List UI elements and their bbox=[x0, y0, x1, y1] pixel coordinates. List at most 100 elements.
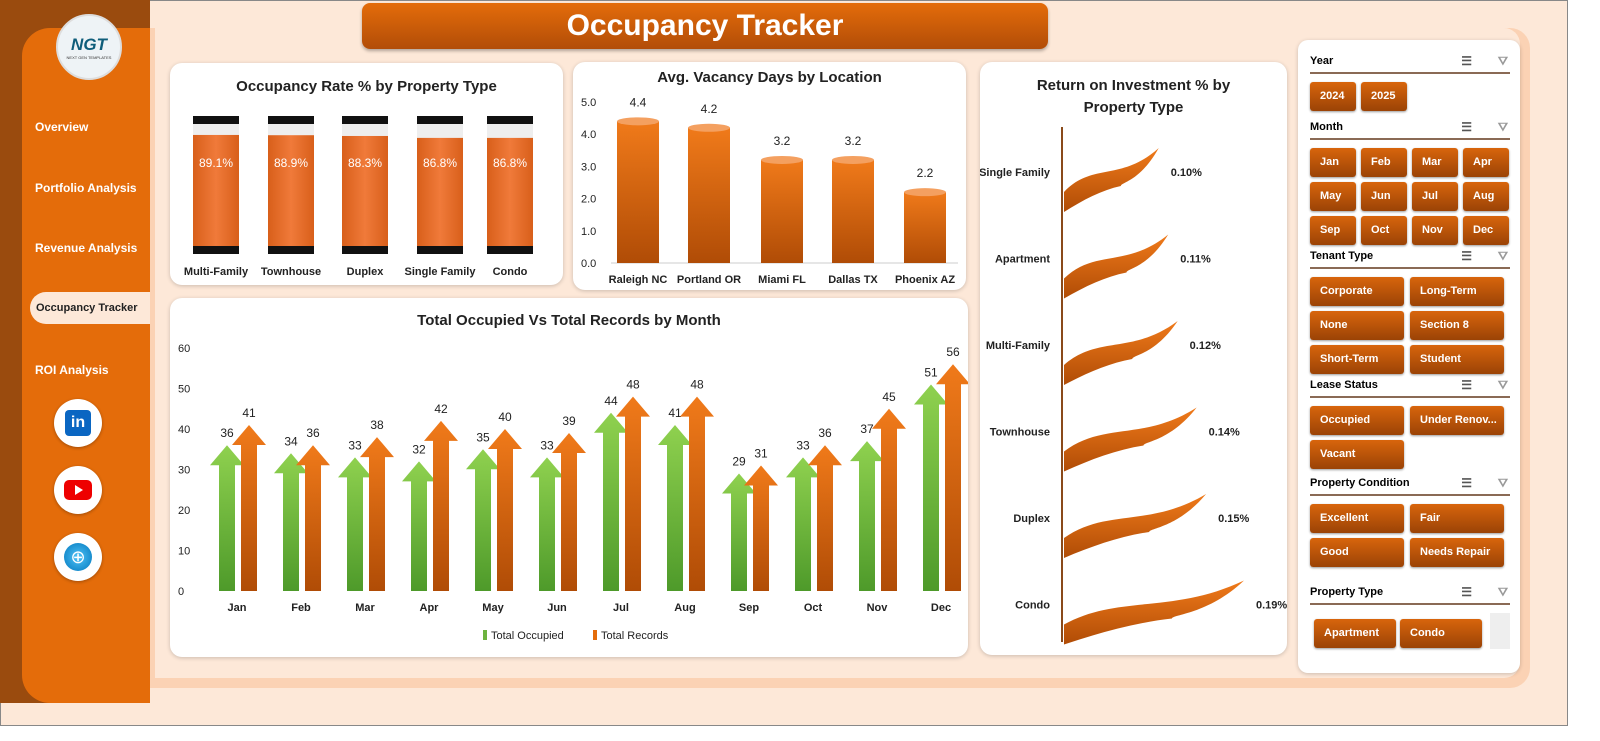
sidebar bbox=[22, 28, 150, 703]
slicer-item-long-term[interactable]: Long-Term bbox=[1410, 277, 1504, 306]
slicer-title: Tenant Type bbox=[1310, 250, 1374, 262]
slicer-scrollbar[interactable] bbox=[1490, 613, 1510, 649]
roi-flag bbox=[1064, 148, 1159, 212]
y-tick: 50 bbox=[178, 384, 190, 396]
logo-subtitle: NEXT GEN TEMPLATES bbox=[66, 54, 112, 60]
slicer-item-2024[interactable]: 2024 bbox=[1310, 82, 1356, 111]
clear-filter-icon[interactable]: ⛛ bbox=[1497, 120, 1508, 134]
slicer-item-jul[interactable]: Jul bbox=[1412, 182, 1458, 211]
y-tick: 1.0 bbox=[581, 226, 596, 238]
slicer-item-condo[interactable]: Condo bbox=[1400, 619, 1482, 648]
bar-base bbox=[193, 246, 239, 254]
slicer-item-none[interactable]: None bbox=[1310, 311, 1404, 340]
occupied-arrow bbox=[466, 449, 500, 591]
data-label: 48 bbox=[626, 378, 640, 392]
data-label: 0.19% bbox=[1256, 600, 1287, 612]
clear-filter-icon[interactable]: ⛛ bbox=[1497, 585, 1508, 599]
nav-roi-analysis[interactable]: ROI Analysis bbox=[35, 363, 109, 377]
bar-top bbox=[688, 123, 730, 132]
bar-cap bbox=[342, 116, 388, 124]
occupied-vs-records-chart: 0 10 20 30 40 50 60 36 41 Jan 34 36 Feb 33 38 Mar 32 42 Ap… bbox=[178, 343, 968, 642]
occupied-arrow bbox=[338, 457, 372, 591]
records-arrow bbox=[488, 429, 522, 591]
category-label: Feb bbox=[291, 602, 311, 614]
clear-filter-icon[interactable]: ⛛ bbox=[1497, 476, 1508, 490]
bar-top bbox=[617, 117, 659, 126]
roi-flag bbox=[1064, 407, 1197, 472]
slicer-item-jan[interactable]: Jan bbox=[1310, 148, 1356, 177]
slicer-item-vacant[interactable]: Vacant bbox=[1310, 440, 1404, 469]
category-label: Aug bbox=[674, 602, 695, 614]
nav-overview[interactable]: Overview bbox=[35, 120, 89, 134]
data-label: 33 bbox=[796, 438, 810, 452]
slicer-item-excellent[interactable]: Excellent bbox=[1310, 504, 1404, 533]
slicer-item-corporate[interactable]: Corporate bbox=[1310, 277, 1404, 306]
multi-select-icon[interactable]: ☰ bbox=[1461, 378, 1472, 392]
multi-select-icon[interactable]: ☰ bbox=[1461, 120, 1472, 134]
slicer-item-mar[interactable]: Mar bbox=[1412, 148, 1458, 177]
clear-filter-icon[interactable]: ⛛ bbox=[1497, 378, 1508, 392]
slicer-item-good[interactable]: Good bbox=[1310, 538, 1404, 567]
slicer-item-oct[interactable]: Oct bbox=[1361, 216, 1407, 245]
slicer-item-2025[interactable]: 2025 bbox=[1361, 82, 1407, 111]
multi-select-icon[interactable]: ☰ bbox=[1461, 54, 1472, 68]
data-label: 33 bbox=[348, 438, 362, 452]
slicer-title: Year bbox=[1310, 55, 1334, 67]
category-label: Phoenix AZ bbox=[895, 274, 955, 286]
bar bbox=[904, 192, 946, 263]
data-label: 4.4 bbox=[630, 95, 647, 109]
slicer-item-occupied[interactable]: Occupied bbox=[1310, 406, 1404, 435]
slicer-item-aug[interactable]: Aug bbox=[1463, 182, 1509, 211]
category-label: Multi-Family bbox=[986, 340, 1051, 352]
globe-icon[interactable]: ⊕ bbox=[54, 533, 102, 581]
slicer-item-needs-repair[interactable]: Needs Repair bbox=[1410, 538, 1504, 567]
slicer-item-short-term[interactable]: Short-Term bbox=[1310, 345, 1404, 374]
multi-select-icon[interactable]: ☰ bbox=[1461, 585, 1472, 599]
clear-filter-icon[interactable]: ⛛ bbox=[1497, 249, 1508, 263]
bar bbox=[688, 127, 730, 263]
bar-top bbox=[904, 188, 946, 197]
slicer-item-section-8[interactable]: Section 8 bbox=[1410, 311, 1504, 340]
slicer-item-fair[interactable]: Fair bbox=[1410, 504, 1504, 533]
slicer-panel: Year ☰ ⛛ 2024 2025 Month ☰ ⛛ Jan Feb Mar Apr May Jun J… bbox=[1298, 40, 1520, 673]
category-label: Portland OR bbox=[677, 274, 741, 286]
slicer-item-jun[interactable]: Jun bbox=[1361, 182, 1407, 211]
clear-filter-icon[interactable]: ⛛ bbox=[1497, 54, 1508, 68]
nav-occupancy-tracker[interactable]: Occupancy Tracker bbox=[30, 292, 150, 324]
youtube-icon[interactable] bbox=[54, 466, 102, 514]
multi-select-icon[interactable]: ☰ bbox=[1461, 249, 1472, 263]
bar bbox=[761, 159, 803, 263]
occupied-arrow bbox=[402, 461, 436, 591]
y-tick: 20 bbox=[178, 505, 190, 517]
slicer-item-sep[interactable]: Sep bbox=[1310, 216, 1356, 245]
nav-revenue-analysis[interactable]: Revenue Analysis bbox=[35, 241, 138, 255]
slicer-item-nov[interactable]: Nov bbox=[1412, 216, 1458, 245]
occupied-arrow bbox=[658, 424, 692, 591]
category-label: Multi-Family bbox=[184, 266, 249, 278]
multi-select-icon[interactable]: ☰ bbox=[1461, 476, 1472, 490]
slicer-item-student[interactable]: Student bbox=[1410, 345, 1504, 374]
y-tick: 40 bbox=[178, 424, 190, 436]
logo: NGT NEXT GEN TEMPLATES bbox=[56, 14, 122, 80]
slicer-item-feb[interactable]: Feb bbox=[1361, 148, 1407, 177]
records-arrow bbox=[808, 445, 842, 591]
linkedin-icon[interactable]: in bbox=[54, 399, 102, 447]
occupied-arrow bbox=[850, 441, 884, 591]
data-label: 88.3% bbox=[348, 156, 382, 170]
roi-panel: Return on Investment % by Property Type … bbox=[980, 62, 1287, 655]
legend-label: Total Occupied bbox=[491, 630, 564, 642]
slicer-item-may[interactable]: May bbox=[1310, 182, 1356, 211]
slicer-item-dec[interactable]: Dec bbox=[1463, 216, 1509, 245]
slicer-item-apr[interactable]: Apr bbox=[1463, 148, 1509, 177]
data-label: 31 bbox=[754, 446, 768, 460]
slicer-item-apartment[interactable]: Apartment bbox=[1314, 619, 1396, 648]
nav-portfolio-analysis[interactable]: Portfolio Analysis bbox=[35, 181, 137, 195]
bar bbox=[832, 159, 874, 263]
data-label: 33 bbox=[540, 438, 554, 452]
slicer-item-under-renov-[interactable]: Under Renov... bbox=[1410, 406, 1504, 435]
category-label: Duplex bbox=[1013, 513, 1051, 525]
category-label: Condo bbox=[1015, 600, 1050, 612]
slicer-title: Property Type bbox=[1310, 586, 1384, 598]
data-label: 86.8% bbox=[493, 156, 527, 170]
chart-title: Total Occupied Vs Total Records by Month bbox=[417, 312, 721, 329]
